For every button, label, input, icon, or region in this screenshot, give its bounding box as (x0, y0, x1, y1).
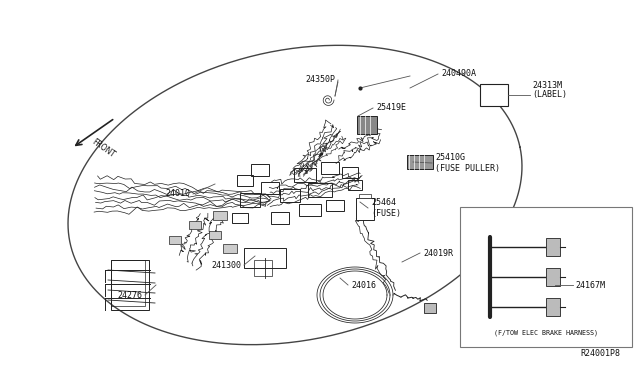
Bar (189, 221, 201, 229)
Text: 24350P: 24350P (305, 76, 335, 84)
Bar (254, 260, 272, 276)
Bar (111, 260, 149, 310)
Text: 240490A: 240490A (441, 70, 476, 78)
Bar (424, 303, 436, 313)
Bar (232, 213, 248, 223)
Bar (169, 236, 181, 244)
Bar (261, 182, 279, 194)
Bar (546, 298, 560, 316)
Bar (280, 189, 300, 202)
Text: (LABEL): (LABEL) (532, 90, 567, 99)
Text: 24010: 24010 (165, 189, 190, 199)
Text: R24001P8: R24001P8 (580, 349, 620, 358)
Bar (359, 194, 371, 198)
Bar (308, 183, 332, 197)
Bar (546, 238, 560, 256)
Bar (251, 164, 269, 176)
Bar (223, 244, 237, 253)
Text: 25464
(FUSE): 25464 (FUSE) (371, 198, 401, 218)
Bar (271, 212, 289, 224)
Bar (213, 211, 227, 219)
Bar (326, 199, 344, 211)
Bar (460, 207, 632, 347)
Bar (407, 155, 433, 169)
Bar (294, 168, 316, 182)
Text: 24019R: 24019R (423, 248, 453, 257)
Bar (299, 204, 321, 216)
Bar (356, 198, 374, 220)
Text: 24016: 24016 (351, 280, 376, 289)
Bar (342, 167, 358, 177)
Bar (209, 231, 221, 239)
Bar (321, 162, 339, 174)
Bar (546, 268, 560, 286)
Text: 25410G
(FUSE PULLER): 25410G (FUSE PULLER) (435, 153, 500, 173)
Bar (348, 180, 362, 190)
Bar (240, 193, 260, 207)
Bar (237, 174, 253, 186)
Text: 24276: 24276 (117, 291, 142, 299)
Bar (244, 248, 286, 268)
Text: 24167M: 24167M (575, 280, 605, 289)
Text: 241300: 241300 (211, 260, 241, 269)
Bar (357, 116, 377, 134)
Bar (480, 84, 508, 106)
Bar (111, 260, 145, 306)
Text: FRONT: FRONT (90, 137, 116, 159)
Text: (F/TOW ELEC BRAKE HARNESS): (F/TOW ELEC BRAKE HARNESS) (494, 330, 598, 336)
Text: 25419E: 25419E (376, 103, 406, 112)
Text: 24313M: 24313M (532, 80, 562, 90)
